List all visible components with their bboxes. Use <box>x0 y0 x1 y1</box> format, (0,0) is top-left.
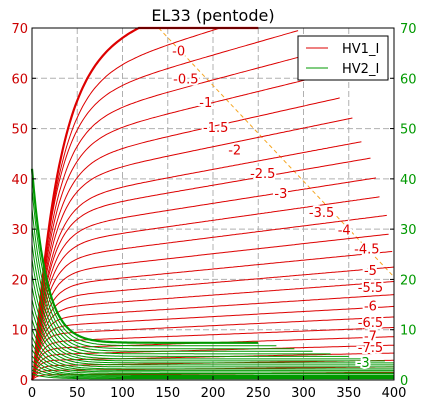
hv1-curve-4 <box>31 73 331 381</box>
curve-label-5: -2.5 <box>250 167 275 182</box>
x-tick-label: 150 <box>155 386 180 401</box>
hv2-curve-36 <box>31 319 394 368</box>
hv1-curve-14 <box>31 266 395 381</box>
hv2-curve-26 <box>30 168 259 344</box>
y2-tick-label: 70 <box>400 22 417 37</box>
hv2-curve-31 <box>31 259 349 357</box>
y-tick-label: 40 <box>11 173 28 188</box>
hv1-curve-16 <box>31 294 395 381</box>
hv1-curve-6 <box>31 117 353 381</box>
curve-label-13: -6.5 <box>358 316 383 331</box>
legend: HV1_I HV2_I <box>297 35 389 81</box>
chart-title: EL33 (pentode) <box>151 6 274 25</box>
hv1-curve-3 <box>31 50 322 381</box>
hv1-curve-7 <box>31 141 362 381</box>
curve-label-0: -0 <box>172 45 185 60</box>
curve-label-2: -1 <box>199 96 212 111</box>
y2-tick-label: 10 <box>400 324 417 339</box>
curve-label-12: -6 <box>364 300 377 315</box>
curve-label-3: -1.5 <box>203 121 228 136</box>
x-tick-label: 350 <box>336 386 361 401</box>
curve-label-9: -4.5 <box>354 242 379 257</box>
y-tick-label: 20 <box>11 273 28 288</box>
hv1-curve-17 <box>31 305 395 381</box>
hv1-curve-21 <box>31 344 394 381</box>
y-tick-label: 70 <box>11 22 28 37</box>
legend-label-hv1: HV1_I <box>342 42 379 57</box>
y2-tick-label: 50 <box>400 123 417 138</box>
x-tick-label: 0 <box>28 386 36 401</box>
y-tick-label: 0 <box>20 374 28 389</box>
curve-label-1: -0.5 <box>173 72 198 87</box>
hv1-curve-2 <box>31 30 299 381</box>
y2-tick-label: 0 <box>400 374 408 389</box>
y-tick-label: 30 <box>11 223 28 238</box>
hv2-curve-29 <box>31 226 313 352</box>
curve-labels-layer: -0 -0.5-1 -1.5-2 -2.5 -3 -3.5 -4-4.5 -5 -5.5 -6-6… <box>170 43 385 373</box>
hv2-curve-37 <box>31 328 394 370</box>
hv2-curve-27 <box>31 188 277 347</box>
y2-tick-label: 20 <box>400 273 417 288</box>
curve-label-11: -5.5 <box>358 281 383 296</box>
curve-label-7: -3.5 <box>309 206 334 221</box>
hv2-curve-35 <box>31 309 394 366</box>
hv1-curve-10 <box>31 196 380 381</box>
hv2-curve-34 <box>31 299 394 364</box>
hv1-curve-13 <box>31 251 393 381</box>
ticks-layer: 0 50 100 150 200 250 300 350 4000102030405060700… <box>11 22 416 401</box>
hv2-curve-30 <box>31 244 331 355</box>
curve-label-14: -7 <box>364 330 377 345</box>
hv2-curve-32 <box>31 274 367 360</box>
x-tick-label: 50 <box>69 386 86 401</box>
y-tick-label: 60 <box>11 72 28 87</box>
hv2-curve-28 <box>31 208 295 350</box>
hv2-curve-38 <box>31 336 394 371</box>
y2-tick-label: 40 <box>400 173 417 188</box>
hv1-curve-18 <box>31 316 394 381</box>
curve-label-8: -4 <box>338 224 351 239</box>
legend-box <box>297 35 389 81</box>
y2-tick-label: 60 <box>400 72 417 87</box>
y2-tick-label: 30 <box>400 223 417 238</box>
x-tick-label: 100 <box>110 386 135 401</box>
curve-label-10: -5 <box>364 264 377 279</box>
hv1-curve-11 <box>31 214 387 381</box>
x-tick-label: 300 <box>291 386 316 401</box>
hv2-curve-33 <box>31 286 385 362</box>
curve-label-15: -7.5 <box>358 341 383 356</box>
grid-layer <box>32 28 394 380</box>
hv2-curve-39 <box>31 343 394 373</box>
hv1-curve-5 <box>31 97 340 381</box>
hv2-curve-40 <box>31 349 394 374</box>
curve-label-6: -3 <box>274 187 287 202</box>
hv1-curve-12 <box>31 233 389 381</box>
x-tick-label: 400 <box>382 386 407 401</box>
x-tick-label: 200 <box>201 386 226 401</box>
legend-label-hv2: HV2_I <box>342 62 379 77</box>
load-line <box>158 27 395 278</box>
y-tick-label: 50 <box>11 123 28 138</box>
hv2-curve-41 <box>31 355 394 376</box>
hv1-curve-9 <box>31 177 376 381</box>
y-tick-label: 10 <box>11 324 28 339</box>
curve-label-4: -2 <box>228 144 241 159</box>
x-tick-label: 250 <box>246 386 271 401</box>
hv1-curve-15 <box>31 281 395 381</box>
hv1-curve-8 <box>31 157 371 381</box>
curve-label-16: -3 <box>357 356 370 371</box>
